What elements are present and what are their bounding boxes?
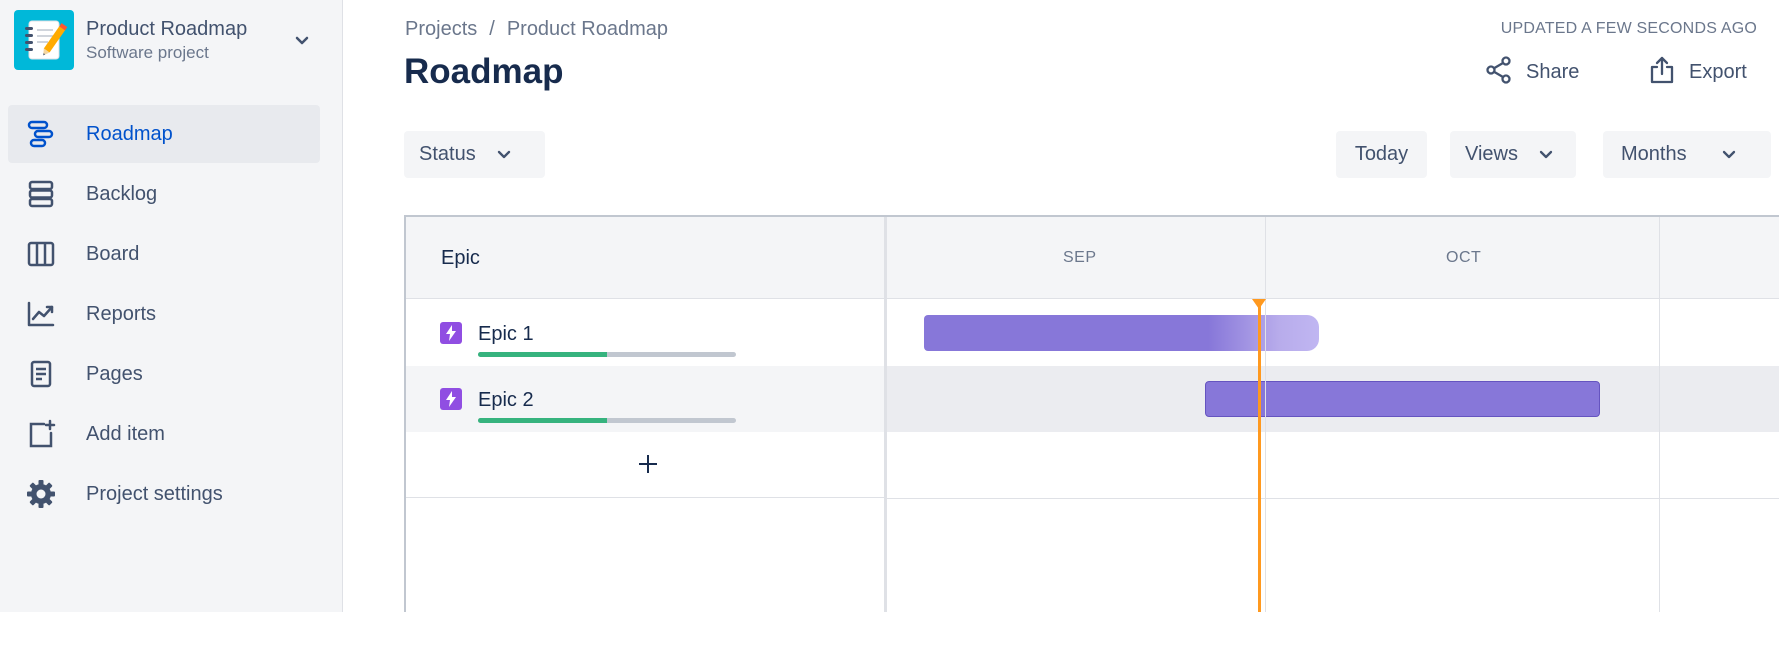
reports-icon	[26, 299, 56, 329]
sidebar-item-label: Pages	[86, 362, 143, 385]
epic-row[interactable]: Epic 1	[406, 300, 884, 366]
notebook-pencil-icon	[14, 10, 74, 70]
export-button[interactable]: Export	[1647, 56, 1747, 88]
month-divider	[1265, 217, 1266, 612]
today-label: Today	[1354, 143, 1409, 165]
month-label-oct: OCT	[1446, 249, 1482, 266]
breadcrumb-item-projects[interactable]: Projects	[405, 18, 478, 40]
sidebar-item-project-settings[interactable]: Project settings	[8, 465, 320, 523]
epic-name[interactable]: Epic 2	[478, 389, 534, 411]
sidebar-item-label: Project settings	[86, 482, 223, 505]
sidebar-item-add-item[interactable]: Add item	[8, 405, 320, 463]
today-indicator-line	[1258, 299, 1261, 612]
months-label: Months	[1621, 143, 1687, 165]
sidebar-item-label: Backlog	[86, 182, 158, 205]
chevron-down-icon[interactable]	[292, 30, 312, 50]
epic-progress-fill	[478, 352, 607, 357]
sidebar-item-label: Board	[86, 242, 140, 265]
chevron-down-icon	[1722, 150, 1735, 158]
sidebar-item-roadmap[interactable]: Roadmap	[8, 105, 320, 163]
pages-icon	[26, 359, 56, 389]
column-divider	[884, 217, 887, 612]
epic-progress-fill	[478, 418, 607, 423]
sidebar-item-board[interactable]: Board	[8, 225, 320, 283]
gear-icon	[26, 479, 56, 509]
chevron-down-icon	[497, 150, 510, 158]
status-filter-label: Status	[419, 143, 476, 165]
share-label: Share	[1526, 60, 1580, 83]
timeline-header: SEP OCT	[887, 217, 1779, 299]
months-dropdown[interactable]: Months	[1603, 131, 1771, 178]
roadmap-grid: Epic SEP OCT Epic 1	[404, 215, 1779, 612]
add-epic-row	[406, 432, 884, 498]
backlog-icon	[26, 179, 56, 209]
sidebar-item-label: Add item	[86, 422, 165, 445]
sidebar: Product Roadmap Software project Roadmap	[0, 0, 343, 612]
page-title: Roadmap	[404, 52, 564, 91]
app: Product Roadmap Software project Roadmap	[0, 0, 1779, 612]
sidebar-item-pages[interactable]: Pages	[8, 345, 320, 403]
chevron-down-icon	[1539, 150, 1553, 158]
epic-lightning-icon	[440, 322, 462, 344]
today-button[interactable]: Today	[1336, 131, 1427, 178]
updated-status: UPDATED A FEW SECONDS AGO	[1500, 20, 1757, 37]
sidebar-item-reports[interactable]: Reports	[8, 285, 320, 343]
export-label: Export	[1689, 60, 1747, 83]
sidebar-item-label: Reports	[86, 302, 157, 325]
project-header[interactable]: Product Roadmap Software project	[14, 10, 329, 70]
epic-progress-bar	[478, 418, 736, 423]
timeline-row	[887, 300, 1779, 366]
main-content: Projects / Product Roadmap Roadmap UPDATED…	[343, 0, 1779, 612]
export-icon	[1647, 55, 1677, 90]
sidebar-item-backlog[interactable]: Backlog	[8, 165, 320, 223]
board-icon	[26, 239, 56, 269]
epic-bar[interactable]	[924, 315, 1319, 351]
today-indicator-marker	[1252, 299, 1266, 309]
month-label-sep: SEP	[1063, 249, 1097, 266]
epic-bar[interactable]	[1205, 381, 1600, 417]
add-item-icon	[26, 419, 56, 449]
breadcrumb-item-product-roadmap[interactable]: Product Roadmap	[506, 18, 669, 40]
epic-column-label: Epic	[441, 247, 480, 269]
epic-column-header: Epic	[406, 217, 884, 299]
epic-name[interactable]: Epic 1	[478, 323, 534, 345]
plus-icon[interactable]	[634, 450, 662, 478]
roadmap-icon	[26, 119, 56, 149]
row-divider	[887, 498, 1779, 499]
sidebar-nav: Roadmap Backlog	[8, 105, 320, 525]
epic-progress-bar	[478, 352, 736, 357]
epic-row[interactable]: Epic 2	[406, 366, 884, 432]
breadcrumb: Projects / Product Roadmap	[405, 18, 668, 41]
project-name: Product Roadmap	[86, 18, 248, 40]
project-type: Software project	[86, 43, 209, 62]
share-button[interactable]: Share	[1484, 55, 1580, 90]
sidebar-item-label: Roadmap	[86, 122, 173, 145]
share-icon	[1484, 55, 1514, 90]
views-label: Views	[1465, 143, 1518, 165]
timeline-row	[887, 366, 1779, 432]
breadcrumb-separator: /	[489, 18, 495, 40]
views-dropdown[interactable]: Views	[1450, 131, 1576, 178]
month-divider	[1659, 217, 1660, 612]
epic-lightning-icon	[440, 388, 462, 410]
status-filter-dropdown[interactable]: Status	[404, 131, 545, 178]
